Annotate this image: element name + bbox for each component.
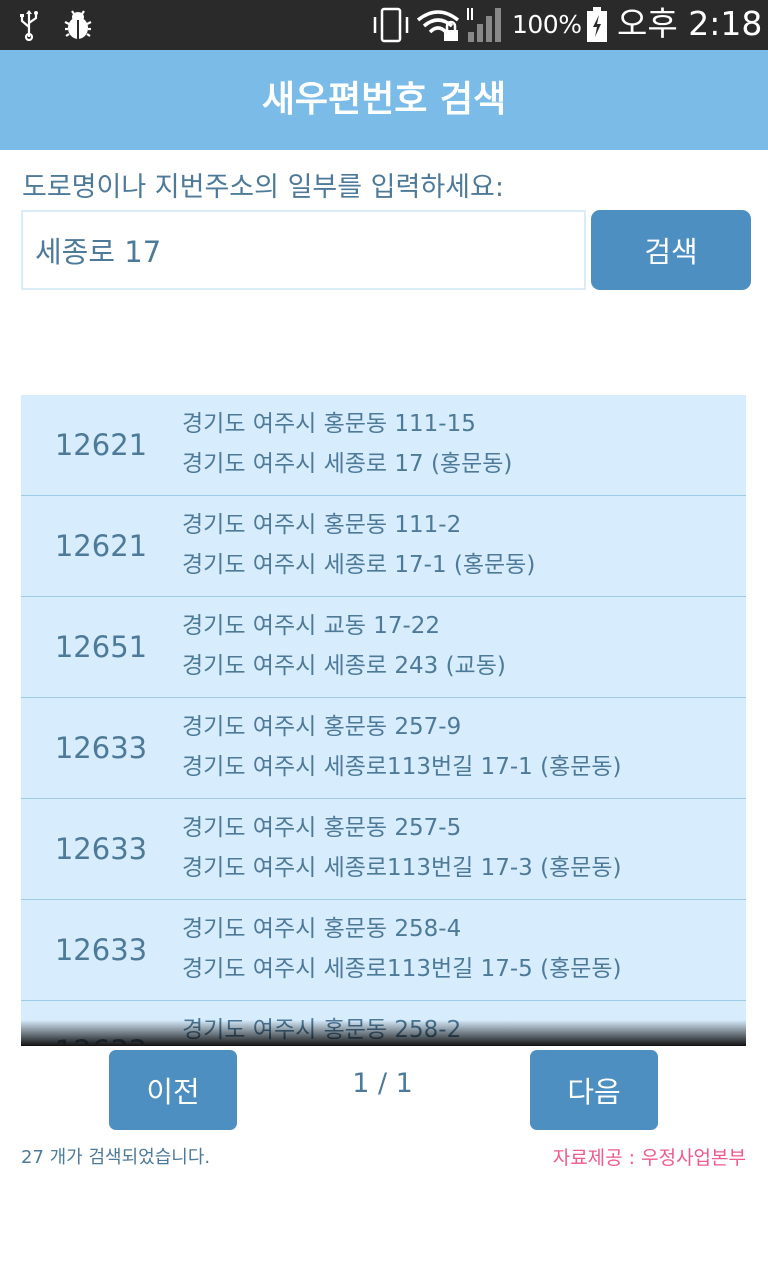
result-list[interactable]: 12621 경기도 여주시 홍문동 111-15 경기도 여주시 세종로 17 …	[21, 395, 746, 1044]
phone-vibrate-icon	[370, 6, 412, 44]
zip-code: 12621	[54, 428, 148, 462]
data-source: 자료제공 : 우정사업본부	[552, 1147, 746, 1169]
zip-code: 12633	[21, 1001, 181, 1044]
jibun-address: 경기도 여주시 홍문동 258-4	[182, 916, 462, 942]
battery-charging-icon	[585, 6, 609, 44]
next-page-button[interactable]: 다음	[530, 1050, 658, 1130]
bug-icon	[60, 6, 96, 44]
jibun-address: 경기도 여주시 홍문동 257-9	[182, 714, 462, 740]
list-item[interactable]: 12621 경기도 여주시 홍문동 111-2 경기도 여주시 세종로 17-1…	[21, 496, 746, 597]
zip-code: 12651	[54, 630, 148, 664]
list-item[interactable]: 12633 경기도 여주시 홍문동 257-5 경기도 여주시 세종로113번길…	[21, 799, 746, 900]
jibun-address: 경기도 여주시 홍문동 257-5	[182, 815, 462, 841]
status-bar: 100% 오후 2:18	[0, 0, 768, 50]
search-button[interactable]: 검색	[591, 210, 751, 290]
signal-icon	[466, 6, 506, 44]
zip-code: 12633	[54, 731, 148, 765]
list-item[interactable]: 12633 경기도 여주시 홍문동 258-4 경기도 여주시 세종로113번길…	[21, 900, 746, 1001]
page-title: 새우편번호 검색	[261, 79, 507, 120]
road-address: 경기도 여주시 세종로113번길 17-1 (홍문동)	[182, 754, 622, 780]
jibun-address: 경기도 여주시 홍문동 111-2	[182, 512, 462, 538]
app-header: 새우편번호 검색	[0, 50, 768, 150]
search-input[interactable]	[21, 210, 586, 290]
list-item[interactable]: 12633 경기도 여주시 홍문동 258-2	[21, 1001, 746, 1044]
list-item[interactable]: 12651 경기도 여주시 교동 17-22 경기도 여주시 세종로 243 (…	[21, 597, 746, 698]
clock: 오후 2:18	[617, 4, 763, 43]
road-address: 경기도 여주시 세종로113번길 17-3 (홍문동)	[182, 855, 622, 881]
road-address: 경기도 여주시 세종로113번길 17-5 (홍문동)	[182, 956, 622, 982]
road-address: 경기도 여주시 세종로 17 (홍문동)	[182, 451, 513, 477]
battery-percent: 100%	[512, 10, 582, 39]
jibun-address: 경기도 여주시 교동 17-22	[182, 613, 441, 639]
prev-page-button[interactable]: 이전	[109, 1050, 237, 1130]
zip-code: 12633	[54, 933, 148, 967]
road-address: 경기도 여주시 세종로 17-1 (홍문동)	[182, 552, 536, 578]
page-indicator: 1 / 1	[352, 1068, 413, 1099]
zip-code: 12633	[54, 832, 148, 866]
result-count: 27 개가 검색되었습니다.	[21, 1147, 211, 1168]
wifi-lock-icon	[416, 6, 462, 44]
usb-icon	[16, 6, 42, 44]
road-address: 경기도 여주시 세종로 243 (교동)	[182, 653, 506, 679]
list-item[interactable]: 12621 경기도 여주시 홍문동 111-15 경기도 여주시 세종로 17 …	[21, 395, 746, 496]
list-item[interactable]: 12633 경기도 여주시 홍문동 257-9 경기도 여주시 세종로113번길…	[21, 698, 746, 799]
search-instruction: 도로명이나 지번주소의 일부를 입력하세요:	[22, 172, 504, 203]
jibun-address: 경기도 여주시 홍문동 258-2	[182, 1017, 462, 1043]
zip-code: 12621	[54, 529, 148, 563]
jibun-address: 경기도 여주시 홍문동 111-15	[182, 411, 476, 437]
